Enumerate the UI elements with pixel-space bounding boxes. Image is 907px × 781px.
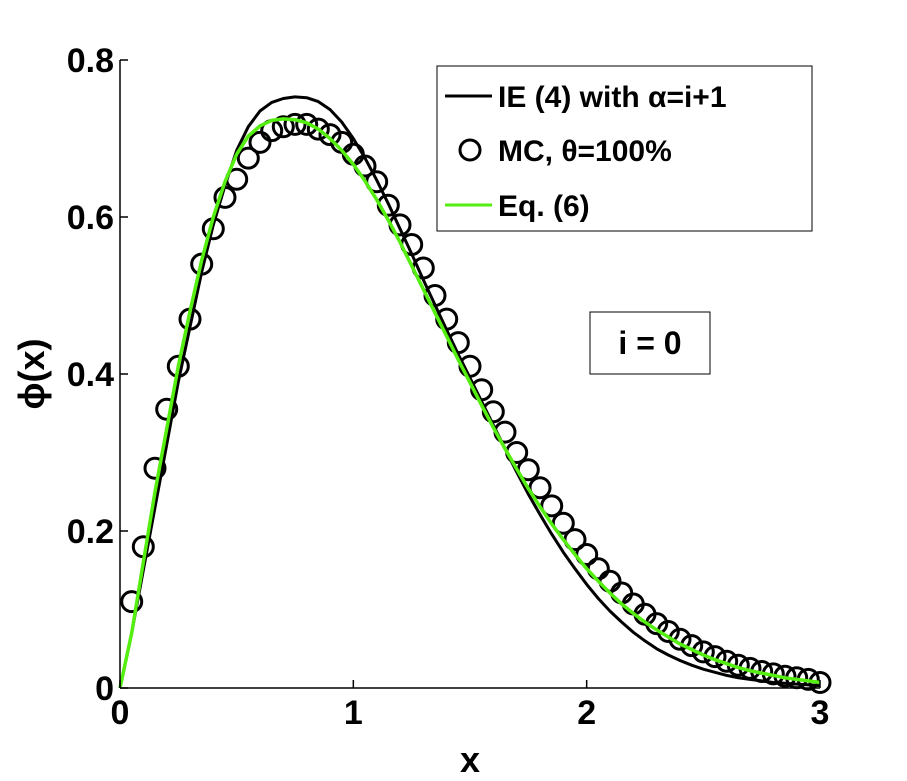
series-line-0 <box>118 95 821 689</box>
axes-layer: 0 1 2 3 0 0.2 0.4 0.6 0.8 <box>67 42 830 732</box>
x-tick-label: 2 <box>577 694 596 732</box>
mc-data-point <box>283 112 307 136</box>
legend: IE (4) with α=i+1 MC, θ=100% Eq. (6) <box>436 65 813 232</box>
mc-data-point <box>248 130 272 154</box>
legend-label-eq6: Eq. (6) <box>498 190 590 223</box>
legend-label-ie: IE (4) with α=i+1 <box>498 81 727 114</box>
x-tick-label: 1 <box>344 694 363 732</box>
y-axis-label: ϕ(x) <box>11 339 52 410</box>
annotation-text: i = 0 <box>618 325 681 361</box>
mc-data-point <box>318 123 342 147</box>
annotation-box <box>589 311 711 375</box>
mc-data-point <box>271 115 295 139</box>
legend-label-mc: MC, θ=100% <box>498 135 672 168</box>
y-tick-label: 0 <box>95 670 114 708</box>
series-line-2 <box>118 117 821 689</box>
legend-box <box>436 65 813 232</box>
mc-data-point <box>236 146 260 170</box>
mc-data-point <box>528 476 552 500</box>
y-tick-label: 0.2 <box>67 513 114 551</box>
x-axis-label: x <box>460 739 480 780</box>
y-tick-label: 0.8 <box>67 42 114 80</box>
legend-swatch-mc <box>458 138 482 162</box>
mc-data-point <box>540 494 564 518</box>
y-tick-label: 0.4 <box>67 356 114 394</box>
x-tick-label: 3 <box>811 694 830 732</box>
y-tick-label: 0.6 <box>67 199 114 237</box>
mc-data-point <box>306 117 330 141</box>
annotation: i = 0 <box>589 311 711 375</box>
x-tick-label: 0 <box>111 694 130 732</box>
mc-data-point <box>120 590 144 614</box>
mc-data-point <box>295 112 319 136</box>
mc-data-point <box>143 456 167 480</box>
series-layer <box>118 95 832 694</box>
